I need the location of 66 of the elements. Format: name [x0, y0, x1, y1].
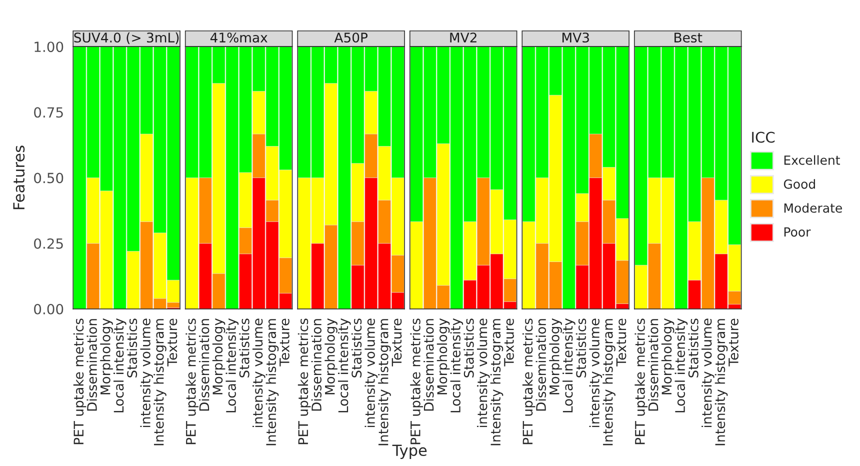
x-tick-label: Local intensity — [674, 318, 688, 412]
x-tick-label: PET uptake metrics — [522, 318, 536, 444]
x-tick-label: Intensity histogram — [490, 319, 504, 446]
x-tick-label: Intensity histogram — [714, 319, 728, 446]
x-tick-label: Texture — [728, 318, 738, 366]
x-tick-label: PET uptake metrics — [73, 318, 86, 444]
x-tick-label: PET uptake metrics — [410, 318, 423, 444]
x-tick-label: Statistics — [351, 318, 362, 378]
y-tick-label: 0.00 — [34, 304, 64, 314]
x-tick-label: Local intensity — [562, 318, 576, 412]
x-tick-label: Texture — [504, 318, 514, 366]
x-tick-label: Dissemination — [199, 319, 210, 411]
x-tick-label: Intensity histogram — [602, 319, 616, 446]
x-tick-label: Statistics — [126, 318, 138, 378]
x-tick-label: Texture — [167, 318, 178, 366]
x-tick-label: Morphology — [436, 318, 450, 394]
x-tick-label: intensity volume — [364, 318, 378, 428]
legend-label: Good — [784, 179, 815, 189]
x-tick-label: PET uptake metrics — [634, 318, 648, 444]
x-tick-label: intensity volume — [252, 318, 266, 428]
x-tick-label: Texture — [280, 318, 290, 366]
x-tick-label: PET uptake metrics — [186, 318, 198, 444]
x-tick-label: Local intensity — [450, 318, 464, 412]
chart-title: Best — [674, 32, 702, 43]
x-tick-label: PET uptake metrics — [298, 318, 311, 444]
x-tick-label: Local intensity — [226, 318, 239, 412]
x-tick-label: intensity volume — [589, 318, 602, 428]
x-tick-label: Texture — [616, 318, 626, 366]
legend-title: ICC — [752, 132, 775, 143]
chart-title: A50P — [334, 32, 368, 43]
y-tick-label: 0.50 — [34, 172, 64, 184]
legend-label: Excellent — [784, 155, 840, 165]
chart-title: MV2 — [450, 32, 476, 42]
y-tick-label: 0.25 — [34, 238, 63, 249]
x-tick-label: Statistics — [239, 318, 250, 378]
x-tick-label: Dissemination — [536, 319, 546, 411]
x-tick-label: Statistics — [688, 318, 698, 378]
x-tick-label: Morphology — [324, 318, 338, 394]
x-tick-label: intensity volume — [702, 318, 714, 428]
x-tick-label: Dissemination — [424, 319, 434, 411]
x-tick-label: Dissemination — [311, 319, 322, 411]
x-tick-label: Intensity histogram — [378, 319, 391, 446]
y-tick-label: 1.00 — [34, 42, 64, 52]
x-tick-label: Local intensity — [338, 318, 351, 412]
x-tick-label: Morphology — [100, 318, 113, 394]
x-tick-label: intensity volume — [140, 318, 153, 428]
chart-title: 41%max — [210, 32, 268, 43]
chart-title: MV3 — [562, 32, 589, 43]
x-tick-label: Dissemination — [648, 319, 658, 411]
legend-label: Moderate — [784, 203, 842, 213]
chart-title: SUV4.0 (> 3mL) — [74, 32, 179, 44]
x-tick-label: Intensity histogram — [154, 319, 166, 446]
x-tick-label: Statistics — [464, 318, 474, 378]
y-tick-label: 0.75 — [34, 107, 63, 118]
x-axis-title: Type — [392, 444, 427, 460]
x-tick-label: Morphology — [661, 318, 674, 394]
legend-label: Poor — [784, 227, 811, 237]
x-tick-label: Statistics — [576, 318, 586, 378]
x-tick-label: intensity volume — [477, 318, 490, 428]
x-tick-label: Texture — [392, 318, 402, 366]
x-tick-label: Morphology — [549, 318, 562, 394]
x-tick-label: Local intensity — [113, 318, 126, 412]
x-tick-label: Intensity histogram — [266, 319, 279, 446]
x-tick-label: Dissemination — [86, 319, 97, 411]
y-axis-title: Features — [13, 146, 25, 210]
x-tick-label: Morphology — [212, 318, 226, 394]
